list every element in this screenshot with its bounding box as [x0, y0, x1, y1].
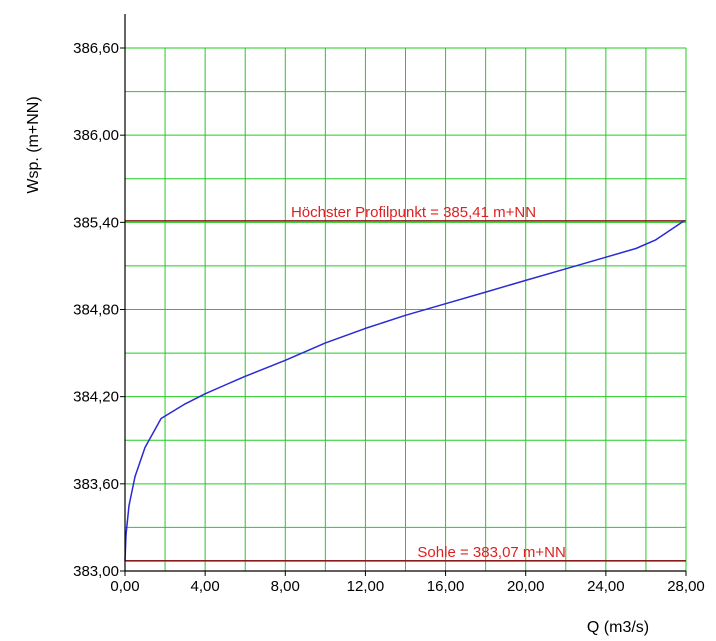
series-group — [124, 220, 685, 562]
reference-labels: Höchster Profilpunkt = 385,41 m+NN Sohle … — [291, 204, 566, 561]
y-tick-label: 386,00 — [73, 127, 119, 144]
y-tick-label: 386,60 — [73, 40, 119, 57]
reference-label: Höchster Profilpunkt = 385,41 m+NN — [291, 204, 536, 221]
x-tick-label: 12,00 — [347, 578, 385, 595]
data-point — [160, 417, 162, 420]
data-point — [683, 220, 685, 222]
data-point — [525, 279, 527, 282]
x-tick-label: 16,00 — [427, 578, 465, 595]
data-point — [324, 342, 326, 344]
y-tick-label: 383,00 — [73, 563, 119, 580]
data-point — [404, 314, 407, 316]
y-tick-label: 384,20 — [73, 389, 119, 406]
y-tick-label: 383,60 — [73, 476, 119, 493]
axes — [124, 14, 686, 572]
data-point — [224, 384, 226, 386]
data-point — [204, 393, 206, 395]
data-point — [144, 446, 146, 449]
data-point — [485, 291, 487, 293]
data-point — [444, 303, 447, 305]
data-point — [565, 268, 567, 270]
y-axis-title: Wsp. (m+NN) — [25, 96, 42, 193]
x-ticks: 0,00 4,00 8,00 12,00 16,00 20,00 24,00 28,00 — [110, 571, 705, 595]
y-tick-label: 385,40 — [73, 214, 119, 231]
data-point — [284, 359, 286, 361]
y-tick-label: 384,80 — [73, 302, 119, 319]
x-tick-label: 20,00 — [507, 578, 545, 595]
data-point — [125, 534, 127, 536]
data-point — [134, 475, 136, 478]
data-point — [244, 375, 246, 377]
x-tick-label: 28,00 — [667, 578, 705, 595]
x-tick-label: 8,00 — [271, 578, 300, 595]
data-point — [364, 327, 367, 329]
reference-label: Sohle = 383,07 m+NN — [417, 544, 565, 561]
y-ticks: 383,00 383,60 384,20 384,80 385,40 386,00 386,… — [73, 40, 125, 580]
data-point — [605, 256, 607, 258]
data-point — [635, 247, 637, 250]
data-point — [184, 403, 186, 405]
data-point — [655, 239, 657, 241]
x-tick-label: 4,00 — [191, 578, 220, 595]
x-tick-label: 24,00 — [587, 578, 625, 595]
x-tick-label: 0,00 — [110, 578, 139, 595]
reference-lines — [125, 220, 686, 562]
grid — [124, 47, 687, 572]
x-axis-title: Q (m3/s) — [587, 619, 649, 636]
data-point — [128, 505, 130, 507]
series-line — [124, 220, 685, 561]
